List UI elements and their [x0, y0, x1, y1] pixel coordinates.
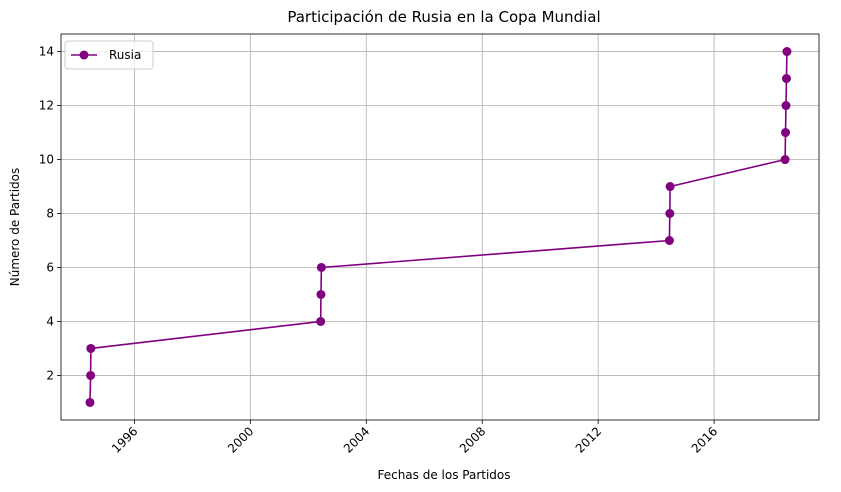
chart-title: Participación de Rusia en la Copa Mundia… — [287, 8, 600, 26]
data-point — [780, 155, 790, 165]
y-tick-label: 12 — [39, 99, 54, 113]
legend-marker — [79, 50, 89, 60]
legend-box — [64, 40, 154, 70]
data-point — [85, 397, 95, 407]
y-tick-label: 4 — [46, 314, 54, 328]
data-point — [665, 209, 675, 219]
y-axis-label: Número de Partidos — [8, 168, 22, 287]
series-line — [89, 51, 788, 403]
x-tick-label: 2004 — [341, 424, 372, 455]
legend-label: Rusia — [109, 48, 141, 62]
y-axis-ticks: 2 4 6 8 10 12 14 — [39, 45, 61, 382]
y-tick-label: 14 — [39, 45, 54, 59]
data-point — [86, 343, 96, 353]
data-point — [316, 289, 326, 299]
grid — [61, 34, 819, 420]
data-point — [664, 235, 674, 245]
y-tick-label: 8 — [46, 207, 54, 221]
y-tick-label: 6 — [46, 260, 54, 274]
data-point — [782, 47, 792, 57]
x-tick-label: 2008 — [457, 424, 488, 455]
data-point — [781, 101, 791, 111]
series-layer — [85, 47, 792, 407]
data-point — [665, 182, 675, 192]
x-tick-label: 2016 — [689, 424, 720, 455]
data-point — [781, 128, 791, 138]
x-tick-label: 2012 — [573, 424, 604, 455]
data-point — [316, 316, 326, 326]
y-tick-label: 2 — [46, 368, 54, 382]
plot-frame — [60, 33, 820, 421]
x-tick-label: 1996 — [109, 424, 140, 455]
data-point — [316, 262, 326, 272]
x-axis-label: Fechas de los Partidos — [377, 468, 510, 482]
data-point — [86, 370, 96, 380]
legend: Rusia — [64, 40, 154, 70]
x-axis-ticks: 1996 2000 2004 2008 2012 2016 — [109, 420, 720, 456]
y-tick-label: 10 — [39, 153, 54, 167]
x-tick-label: 2000 — [225, 424, 256, 455]
data-point — [781, 74, 791, 84]
